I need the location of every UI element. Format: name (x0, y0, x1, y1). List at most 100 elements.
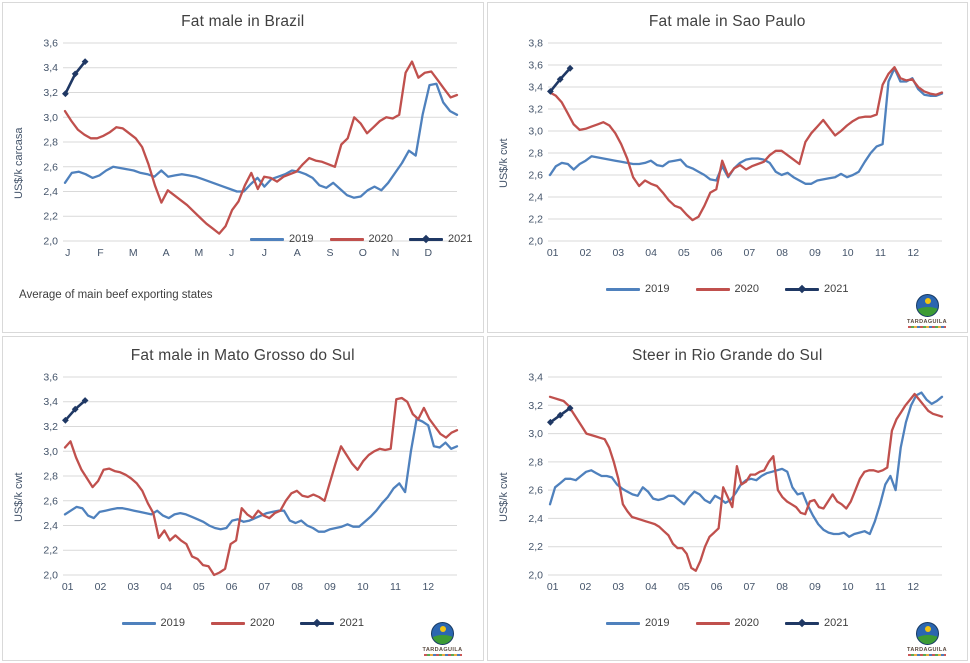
legend-item-2021: 2021 (409, 233, 473, 245)
legend-line-2020-icon (695, 287, 730, 291)
svg-text:09: 09 (324, 581, 336, 593)
svg-text:05: 05 (193, 581, 205, 593)
svg-text:06: 06 (710, 581, 722, 593)
svg-text:05: 05 (678, 581, 690, 593)
legend-line-2019-icon (606, 621, 641, 625)
chart-footnote: Average of main beef exporting states (19, 289, 213, 301)
legend-line-2019-icon (606, 287, 641, 291)
svg-text:07: 07 (743, 247, 755, 259)
legend-diamond-2021-icon (409, 237, 444, 241)
svg-text:A: A (163, 247, 170, 259)
svg-text:2,4: 2,4 (528, 513, 543, 525)
legend-label: 2020 (734, 617, 759, 629)
svg-text:2,8: 2,8 (43, 471, 58, 483)
svg-text:09: 09 (809, 581, 821, 593)
svg-text:A: A (294, 247, 301, 259)
svg-text:09: 09 (809, 247, 821, 259)
svg-text:07: 07 (743, 581, 755, 593)
svg-text:2,2: 2,2 (528, 541, 543, 553)
svg-text:J: J (65, 247, 70, 259)
legend-label: 2020 (734, 283, 759, 295)
line-plot: 2,0 2,2 2,4 2,6 2,8 3,0 3,2 3,4 3,6 01 02 03 04 05 06 0… (43, 372, 459, 593)
svg-text:11: 11 (875, 247, 886, 259)
legend-line-2020-icon (329, 237, 364, 241)
svg-text:F: F (97, 247, 103, 259)
globe-icon (431, 622, 454, 645)
chart-body: US$/k carcasa 2,0 2,2 2,4 2,6 2,8 3,0 3,2 3,4 3,… (3, 35, 483, 277)
svg-text:10: 10 (357, 581, 369, 593)
svg-text:J: J (262, 247, 267, 259)
svg-text:08: 08 (776, 247, 788, 259)
line-plot: 2,0 2,2 2,4 2,6 2,8 3,0 3,2 3,4 3,6 3,8 01 02 03 04 05… (528, 38, 943, 259)
svg-text:O: O (359, 247, 367, 259)
svg-text:3,6: 3,6 (43, 372, 58, 384)
legend-line-2019-icon (250, 237, 285, 241)
svg-text:3,4: 3,4 (43, 62, 58, 74)
chart-body: US$/k cwt 2,0 2,2 2,4 2,6 2,8 3,0 3,2 3,4 3,6 01 0… (3, 369, 483, 611)
legend-label: 2019 (289, 233, 314, 245)
legend-line-2019-icon (121, 621, 156, 625)
svg-text:02: 02 (579, 247, 591, 259)
svg-text:2,8: 2,8 (43, 137, 58, 149)
legend-item-2019: 2019 (250, 233, 314, 245)
svg-text:2,6: 2,6 (43, 495, 58, 507)
page-title: Steer in Rio Grande do Sul (632, 347, 823, 364)
svg-text:D: D (425, 247, 433, 259)
tardaguila-logo: TARDAGUILA (901, 622, 953, 656)
svg-text:2,4: 2,4 (528, 192, 543, 204)
svg-text:2,0: 2,0 (43, 570, 58, 582)
svg-text:3,2: 3,2 (528, 104, 543, 116)
svg-text:3,2: 3,2 (43, 421, 58, 433)
chart-panel-mato-grosso: Fat male in Mato Grosso do Sul US$/k cwt… (2, 336, 484, 661)
logo-text: TARDAGUILA (907, 319, 947, 325)
legend-diamond-2021-icon (784, 287, 819, 291)
svg-text:M: M (129, 247, 138, 259)
svg-text:11: 11 (875, 581, 886, 593)
chart-body: US$/k cwt 2,0 2,2 2,4 2,6 2,8 3,0 3,2 3,4 01 02 03… (488, 369, 968, 611)
legend-item-2020: 2020 (329, 233, 394, 245)
svg-text:2,2: 2,2 (43, 545, 58, 557)
svg-text:3,0: 3,0 (528, 126, 543, 138)
legend-item-2019: 2019 (606, 283, 670, 295)
svg-text:3,2: 3,2 (528, 400, 543, 412)
legend-label: 2021 (823, 283, 849, 295)
logo-subtext-bar (908, 654, 946, 656)
legend-item-2021: 2021 (784, 283, 849, 295)
svg-text:05: 05 (678, 247, 690, 259)
y-axis-label: US$/k cwt (497, 472, 510, 522)
svg-text:3,0: 3,0 (43, 446, 58, 458)
logo-subtext-bar (423, 654, 462, 656)
svg-text:3,4: 3,4 (528, 372, 543, 384)
legend: 2019 2020 2021 (250, 233, 473, 245)
svg-text:03: 03 (127, 581, 139, 593)
svg-text:S: S (326, 247, 333, 259)
globe-icon (915, 294, 939, 317)
svg-text:3,8: 3,8 (528, 38, 543, 50)
svg-text:3,4: 3,4 (43, 396, 58, 408)
legend: 2019 2020 2021 (3, 617, 483, 629)
legend-line-2020-icon (695, 621, 730, 625)
svg-text:08: 08 (776, 581, 788, 593)
svg-text:3,2: 3,2 (43, 87, 58, 99)
svg-text:2,6: 2,6 (528, 170, 543, 182)
tardaguila-logo: TARDAGUILA (417, 622, 469, 656)
logo-subtext-bar (908, 326, 946, 328)
svg-text:2,6: 2,6 (43, 161, 58, 173)
svg-text:2,2: 2,2 (43, 211, 58, 223)
svg-text:08: 08 (291, 581, 303, 593)
line-plot: 2,0 2,2 2,4 2,6 2,8 3,0 3,2 3,4 01 02 03 04 05 06 07 08… (528, 372, 943, 593)
legend-item-2020: 2020 (695, 617, 759, 629)
legend-label: 2019 (645, 283, 670, 295)
legend-item-2019: 2019 (606, 617, 670, 629)
legend-diamond-2021-icon (300, 621, 335, 625)
svg-text:2,0: 2,0 (528, 570, 543, 582)
svg-text:3,4: 3,4 (528, 82, 543, 94)
chart-panel-sao-paulo: Fat male in Sao Paulo US$/k cwt 2,0 2,2 2,… (486, 2, 968, 333)
svg-text:2,4: 2,4 (43, 520, 58, 532)
legend-item-2020: 2020 (695, 283, 759, 295)
legend-label: 2020 (368, 233, 394, 245)
page-title: Fat male in Brazil (181, 13, 305, 30)
svg-text:12: 12 (907, 581, 919, 593)
svg-text:2,8: 2,8 (528, 456, 543, 468)
